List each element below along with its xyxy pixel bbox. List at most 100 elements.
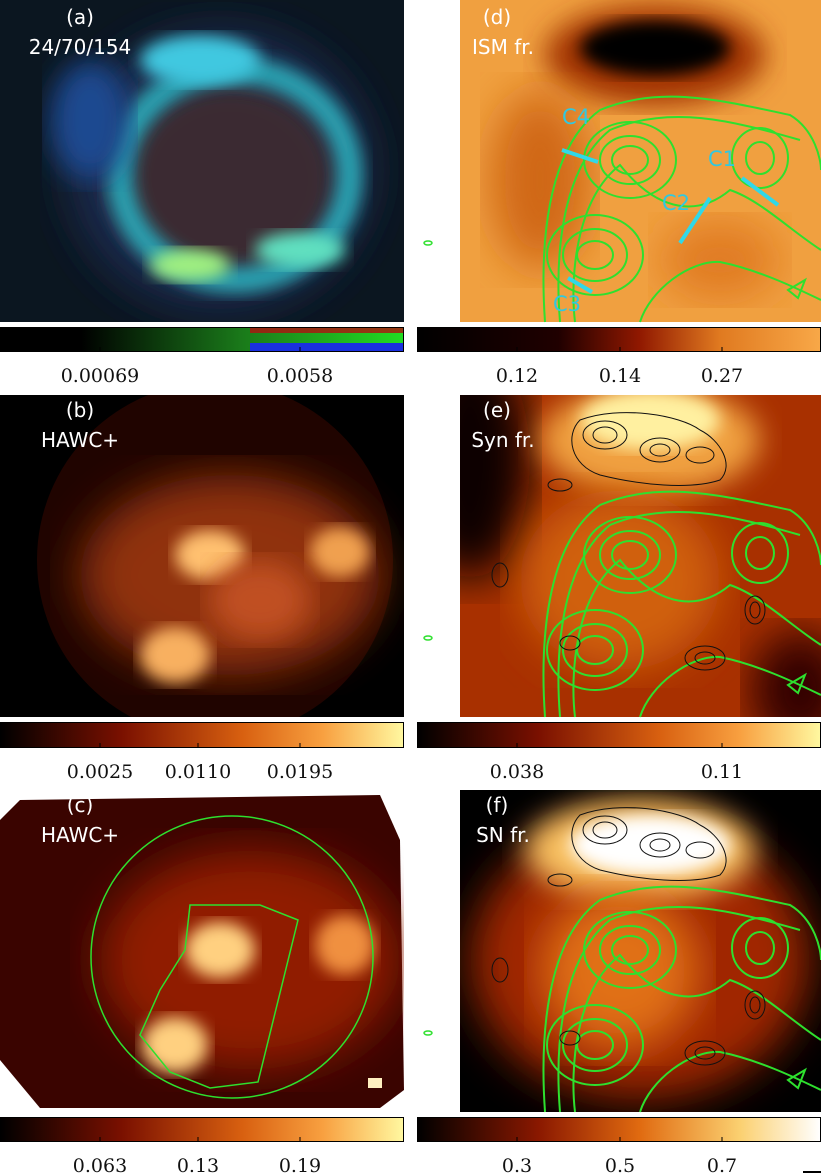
contour	[745, 141, 775, 175]
contour	[639, 437, 681, 463]
contour	[599, 925, 661, 975]
panel-label: (d)	[483, 5, 511, 29]
marker-c3	[566, 276, 594, 294]
contour-label: C4	[562, 105, 590, 129]
contour	[547, 478, 573, 492]
colorbar-tick-label: 0.063	[73, 1155, 127, 1174]
colorbar	[0, 1117, 404, 1142]
contour	[639, 655, 821, 718]
colorbar-tick-label: 0.00069	[61, 365, 140, 387]
contour	[571, 807, 727, 881]
colorbar	[0, 722, 404, 748]
colorbar-tick-label: 0.27	[701, 365, 743, 387]
contour	[694, 651, 716, 665]
contour	[639, 260, 821, 323]
contour	[562, 1018, 628, 1072]
contour	[491, 562, 509, 588]
contour	[611, 540, 649, 570]
colorbar-tick-label: 0.12	[496, 365, 538, 387]
contour	[684, 1040, 726, 1066]
contour	[745, 931, 775, 965]
contour	[557, 905, 801, 1113]
contour	[582, 420, 628, 450]
colorbar-tick-label: 0.0025	[67, 761, 133, 783]
contour	[685, 841, 715, 859]
contour	[592, 426, 618, 444]
colorbar-tick-label: 0.5	[605, 1155, 635, 1174]
marker-c4	[561, 148, 599, 164]
colorbar-fill	[0, 1117, 404, 1142]
panel-caption: SN fr.	[476, 823, 530, 847]
contour	[685, 446, 715, 464]
black-contours	[491, 412, 766, 1066]
contour	[542, 885, 821, 1113]
contour-set	[542, 885, 821, 1113]
colorbar-tick-label: 0.0110	[165, 761, 231, 783]
image-e	[460, 395, 821, 717]
contour	[786, 672, 807, 695]
colorbar-fill	[417, 327, 821, 352]
contour	[786, 277, 807, 300]
panel-caption: Syn fr.	[471, 428, 534, 452]
image-a	[0, 0, 404, 322]
contour-label: C1	[708, 147, 736, 171]
contour	[572, 558, 821, 718]
colorbar-tick-label: 0.13	[177, 1155, 219, 1174]
colorbar-tick-label: 0.038	[490, 761, 544, 783]
colorbar-tick-label: 0.19	[279, 1155, 321, 1174]
colorbar-red	[250, 328, 403, 333]
contour	[542, 95, 821, 323]
marker-c1	[740, 176, 780, 207]
contour	[649, 838, 671, 852]
panel-label: (f)	[486, 793, 509, 817]
panel-caption: HAWC+	[41, 428, 119, 452]
colorbar-tick-label: 0.0195	[267, 761, 333, 783]
panel-label: (a)	[66, 5, 94, 29]
contour	[649, 443, 671, 457]
contour-label: C3	[553, 292, 581, 316]
contour	[546, 214, 644, 296]
marker-c2	[678, 196, 712, 245]
contour	[557, 115, 801, 323]
colorbar-fill	[417, 1117, 821, 1142]
contour-set	[491, 412, 766, 671]
contour	[559, 635, 581, 651]
colorbar	[417, 327, 821, 352]
contour	[557, 510, 801, 718]
contour	[562, 623, 628, 677]
colorbar	[417, 722, 821, 748]
region-markers	[561, 148, 780, 294]
colorbar-tick-label: 0.7	[707, 1155, 737, 1174]
contour	[786, 1067, 807, 1090]
panel-label: (e)	[483, 398, 511, 422]
panel-label: (c)	[67, 793, 94, 817]
marker	[423, 240, 433, 246]
contour	[731, 522, 789, 584]
contour	[639, 832, 681, 858]
colorbar-tick-label: 0.14	[599, 365, 641, 387]
contour	[582, 815, 628, 845]
colorbar	[417, 1117, 821, 1142]
contour	[749, 996, 761, 1014]
contour	[639, 1050, 821, 1113]
contour	[559, 1030, 581, 1046]
contour	[571, 412, 727, 486]
contour	[694, 1046, 716, 1060]
colorbar-blue	[250, 343, 403, 351]
colorbar-tick-label: 0.3	[502, 1155, 532, 1174]
contour	[599, 135, 661, 185]
colorbar-fill	[0, 722, 404, 748]
contour-set	[542, 490, 821, 718]
contour	[599, 530, 661, 580]
colorbar-tick-label: 0.11	[701, 761, 743, 783]
contour	[547, 873, 573, 887]
colorbar-tick-label: 0.0058	[267, 365, 333, 387]
contour	[611, 935, 649, 965]
contour	[749, 601, 761, 619]
contour	[562, 228, 628, 282]
contour	[546, 609, 644, 691]
panel-caption: HAWC+	[41, 823, 119, 847]
